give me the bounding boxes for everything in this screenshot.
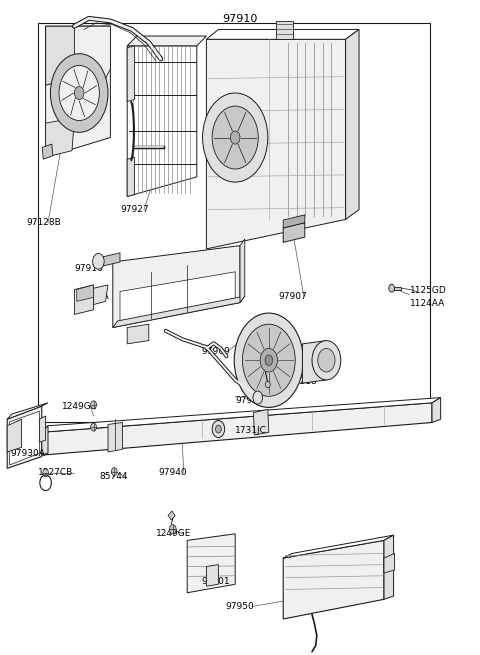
Polygon shape [74,285,94,314]
Text: 97907: 97907 [278,291,307,301]
Circle shape [74,86,84,100]
Polygon shape [394,287,401,290]
Text: 1249GE: 1249GE [156,529,192,538]
Text: 97940: 97940 [158,468,187,477]
Polygon shape [46,26,110,157]
Polygon shape [283,540,384,619]
Polygon shape [127,324,149,344]
Polygon shape [7,403,48,419]
Polygon shape [108,422,122,452]
Circle shape [216,425,221,433]
Circle shape [59,66,99,121]
Circle shape [212,421,225,438]
Circle shape [253,391,263,404]
Polygon shape [283,223,305,242]
Polygon shape [127,36,206,46]
Polygon shape [10,411,39,465]
Polygon shape [206,565,218,586]
Text: 85744: 85744 [100,472,128,481]
Text: 97909: 97909 [202,346,230,356]
Circle shape [50,54,108,132]
Polygon shape [41,403,432,455]
Text: 97950: 97950 [226,602,254,611]
Polygon shape [113,296,245,328]
Polygon shape [127,157,134,196]
Polygon shape [346,29,359,219]
Text: 97930A: 97930A [11,449,46,458]
Polygon shape [46,26,110,85]
Circle shape [212,106,258,169]
Circle shape [234,313,303,407]
Polygon shape [77,285,94,301]
Polygon shape [113,246,240,328]
Polygon shape [384,553,395,573]
Circle shape [43,469,48,477]
Polygon shape [42,144,53,159]
Text: 97910: 97910 [222,14,258,24]
Polygon shape [168,511,175,520]
Polygon shape [120,272,235,324]
Polygon shape [276,21,293,39]
Polygon shape [127,46,197,196]
Circle shape [265,381,270,388]
Circle shape [203,93,268,182]
Circle shape [111,468,117,476]
Bar [38,23,430,422]
Polygon shape [240,239,245,303]
Polygon shape [127,46,134,102]
Text: 1125GD: 1125GD [410,286,447,295]
Text: 97945: 97945 [261,365,289,375]
Circle shape [169,525,176,534]
Polygon shape [74,26,110,82]
Polygon shape [41,426,48,455]
Text: 1731JC: 1731JC [235,426,267,435]
Circle shape [318,348,335,372]
Polygon shape [7,406,42,468]
Text: 97913A: 97913A [235,396,270,405]
Text: 97218: 97218 [288,377,317,386]
Polygon shape [283,535,394,558]
Circle shape [389,284,395,292]
Circle shape [93,253,104,269]
Circle shape [312,341,341,380]
Polygon shape [39,416,46,442]
Circle shape [91,423,96,431]
Text: 97927: 97927 [120,205,149,214]
Polygon shape [46,118,74,157]
Polygon shape [187,534,235,593]
Polygon shape [41,398,441,432]
Polygon shape [7,419,22,452]
Circle shape [242,324,295,396]
Polygon shape [432,398,441,422]
Polygon shape [283,215,305,228]
Circle shape [260,348,277,372]
Circle shape [265,355,273,365]
Polygon shape [302,341,326,383]
Text: 1249GE: 1249GE [62,402,98,411]
Text: 1124AA: 1124AA [410,299,445,308]
Polygon shape [253,409,269,435]
Polygon shape [94,285,108,305]
Polygon shape [206,39,346,249]
Text: 97401: 97401 [202,577,230,586]
Polygon shape [103,253,120,266]
Text: 97128B: 97128B [26,218,61,227]
Text: 97923A: 97923A [74,291,109,301]
Polygon shape [206,29,359,39]
Text: 1327CB: 1327CB [38,468,73,477]
Polygon shape [384,535,394,599]
Circle shape [230,131,240,144]
Text: 97916: 97916 [74,264,103,273]
Circle shape [91,401,96,409]
